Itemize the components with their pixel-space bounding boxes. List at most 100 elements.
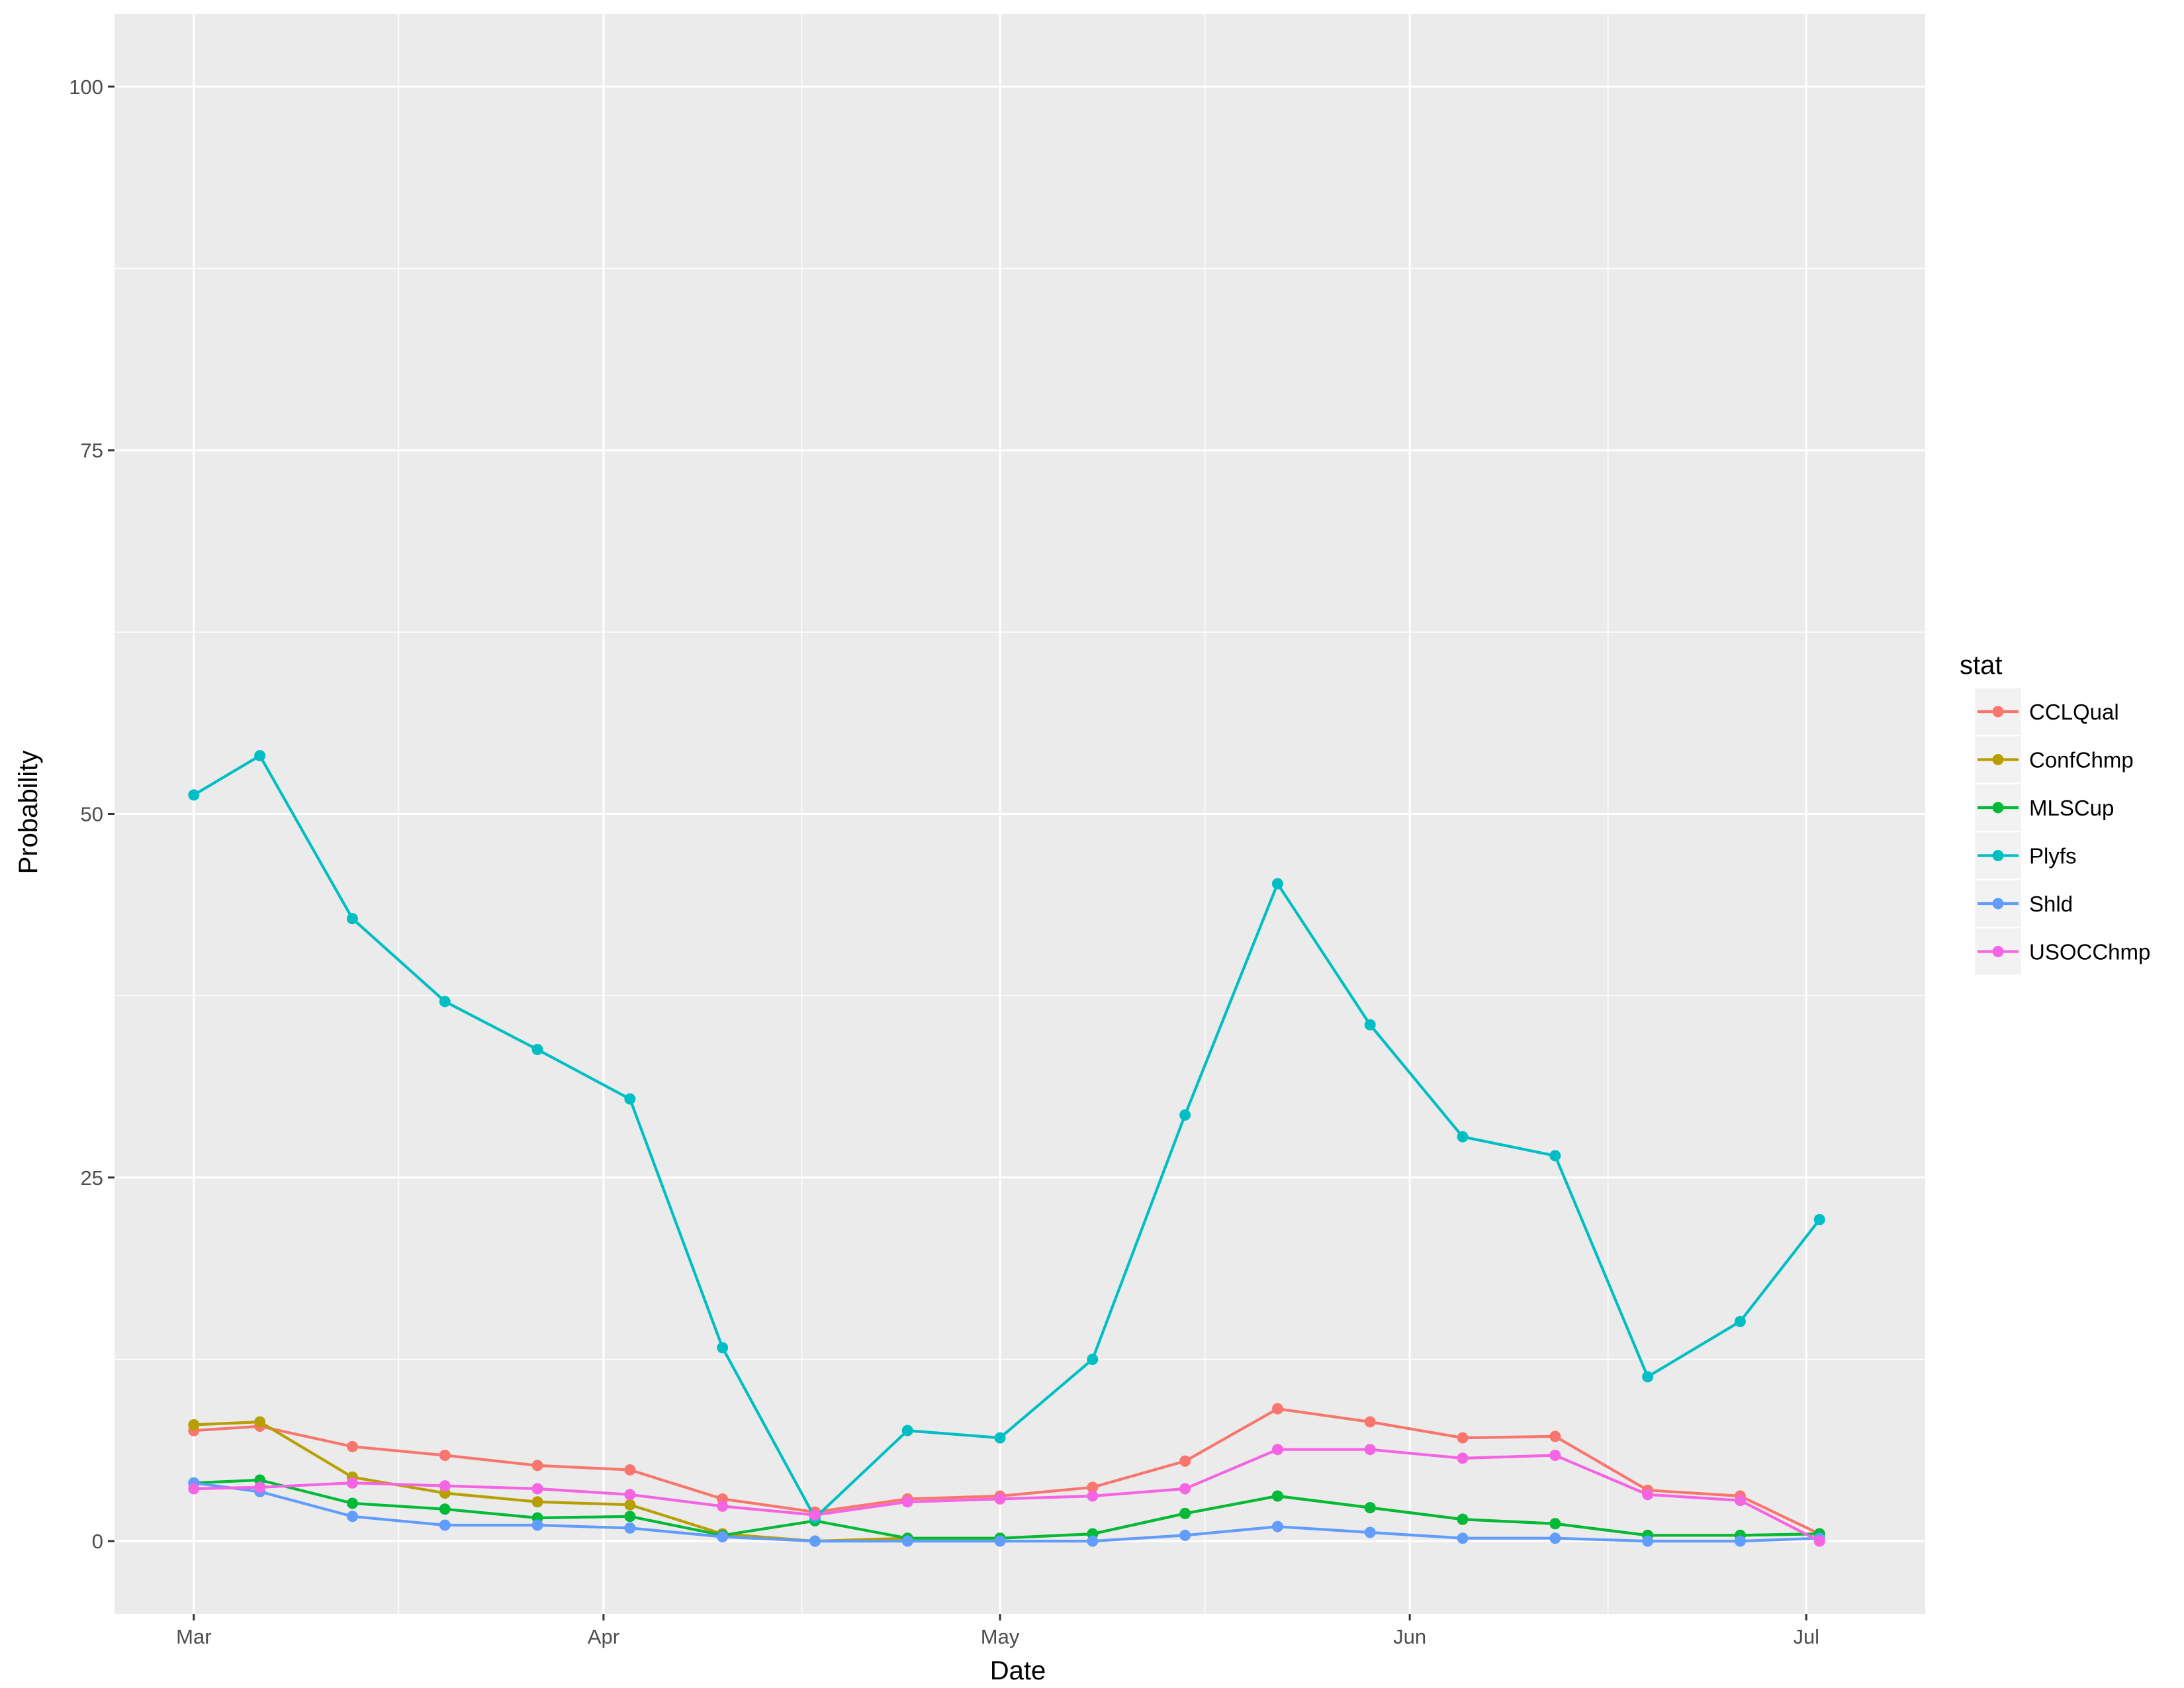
- legend-key-point: [1992, 802, 2004, 814]
- data-point-shld: [901, 1535, 913, 1547]
- data-point-plyfs: [1457, 1131, 1469, 1143]
- legend-key-point: [1992, 898, 2004, 910]
- data-point-usocchmp: [717, 1500, 729, 1512]
- data-point-plyfs: [188, 789, 200, 801]
- data-point-plyfs: [1813, 1214, 1825, 1226]
- x-tick-label: May: [981, 1625, 1020, 1648]
- data-point-mlscup: [439, 1503, 451, 1515]
- legend-item-cclqual: CCLQual: [1975, 688, 2119, 735]
- data-point-plyfs: [717, 1342, 729, 1354]
- y-axis-title: Probability: [14, 751, 43, 874]
- data-point-shld: [531, 1519, 543, 1531]
- data-point-plyfs: [1271, 878, 1283, 890]
- x-tick-label: Apr: [588, 1625, 619, 1648]
- legend-item-usocchmp: USOCChmp: [1975, 928, 2150, 975]
- y-tick-label: 0: [92, 1530, 103, 1553]
- data-point-cclqual: [1271, 1403, 1283, 1415]
- data-point-usocchmp: [531, 1483, 543, 1495]
- data-point-plyfs: [531, 1043, 543, 1055]
- data-point-shld: [1271, 1521, 1283, 1532]
- legend-label-confchmp: ConfChmp: [2029, 748, 2134, 773]
- series-shld: [188, 1477, 1825, 1547]
- data-point-shld: [809, 1535, 821, 1547]
- data-point-usocchmp: [1457, 1452, 1469, 1464]
- series-usocchmp: [188, 1444, 1825, 1547]
- data-point-cclqual: [1549, 1430, 1561, 1442]
- data-point-usocchmp: [1734, 1495, 1746, 1507]
- data-point-mlscup: [1179, 1507, 1191, 1519]
- data-point-cclqual: [624, 1464, 636, 1476]
- data-point-shld: [1549, 1532, 1561, 1544]
- data-point-plyfs: [1364, 1019, 1376, 1031]
- legend-label-mlscup: MLSCup: [2029, 796, 2114, 820]
- data-point-plyfs: [1549, 1150, 1561, 1162]
- legend-label-cclqual: CCLQual: [2029, 700, 2119, 724]
- data-point-confchmp: [531, 1496, 543, 1508]
- y-tick-label: 25: [81, 1166, 103, 1190]
- data-point-plyfs: [1734, 1315, 1746, 1327]
- data-point-cclqual: [346, 1440, 358, 1452]
- data-point-shld: [1364, 1526, 1376, 1538]
- data-point-usocchmp: [188, 1483, 200, 1495]
- data-point-usocchmp: [346, 1477, 358, 1489]
- data-point-shld: [1642, 1535, 1654, 1547]
- data-point-shld: [1087, 1535, 1099, 1547]
- data-point-shld: [1179, 1529, 1191, 1541]
- data-point-shld: [717, 1531, 729, 1543]
- data-point-usocchmp: [624, 1489, 636, 1501]
- data-point-cclqual: [1457, 1432, 1469, 1444]
- data-point-confchmp: [624, 1499, 636, 1511]
- y-tick-label: 100: [69, 75, 103, 99]
- legend-item-confchmp: ConfChmp: [1975, 736, 2134, 783]
- data-point-plyfs: [439, 996, 451, 1008]
- data-point-usocchmp: [1179, 1483, 1191, 1495]
- data-point-plyfs: [901, 1425, 913, 1436]
- series-plyfs: [188, 750, 1825, 1524]
- data-point-usocchmp: [809, 1509, 821, 1521]
- legend-key-point: [1992, 754, 2004, 765]
- legend-item-shld: Shld: [1975, 880, 2073, 927]
- data-point-mlscup: [1271, 1490, 1283, 1502]
- data-point-mlscup: [1549, 1518, 1561, 1530]
- data-point-mlscup: [1457, 1513, 1469, 1525]
- data-point-mlscup: [346, 1497, 358, 1509]
- data-point-shld: [1734, 1535, 1746, 1547]
- data-point-plyfs: [346, 913, 358, 925]
- data-point-shld: [346, 1511, 358, 1523]
- legend-title: stat: [1960, 651, 2002, 680]
- legend-key-point: [1992, 946, 2004, 957]
- x-axis-title: Date: [990, 1656, 1046, 1685]
- data-point-usocchmp: [1642, 1489, 1654, 1501]
- y-tick-label: 75: [81, 439, 103, 462]
- y-tick-label: 50: [81, 803, 103, 826]
- legend-label-plyfs: Plyfs: [2029, 844, 2077, 868]
- data-point-shld: [624, 1522, 636, 1534]
- legend: stat CCLQual ConfChmp MLSCup Plyfs Shld USOCC…: [1960, 651, 2150, 975]
- x-tick-label: Jul: [1793, 1625, 1819, 1648]
- data-point-usocchmp: [901, 1496, 913, 1508]
- data-point-usocchmp: [1271, 1444, 1283, 1456]
- data-point-cclqual: [1179, 1455, 1191, 1467]
- data-point-usocchmp: [1364, 1444, 1376, 1456]
- x-tick-label: Mar: [176, 1625, 211, 1648]
- data-point-usocchmp: [254, 1481, 266, 1493]
- data-point-shld: [994, 1535, 1006, 1547]
- legend-item-mlscup: MLSCup: [1975, 784, 2114, 831]
- data-point-cclqual: [1087, 1481, 1099, 1493]
- x-tick-label: Jun: [1393, 1625, 1426, 1648]
- data-point-plyfs: [1179, 1109, 1191, 1121]
- data-point-plyfs: [1087, 1353, 1099, 1365]
- data-point-plyfs: [254, 750, 266, 762]
- data-point-confchmp: [254, 1416, 266, 1428]
- data-point-cclqual: [439, 1449, 451, 1461]
- data-point-usocchmp: [1549, 1449, 1561, 1461]
- data-point-plyfs: [1642, 1371, 1654, 1383]
- legend-key-point: [1992, 850, 2004, 861]
- data-point-plyfs: [624, 1093, 636, 1105]
- data-point-usocchmp: [439, 1480, 451, 1492]
- data-point-shld: [1457, 1532, 1469, 1544]
- legend-key-point: [1992, 706, 2004, 718]
- data-point-mlscup: [624, 1511, 636, 1523]
- legend-item-plyfs: Plyfs: [1975, 832, 2077, 879]
